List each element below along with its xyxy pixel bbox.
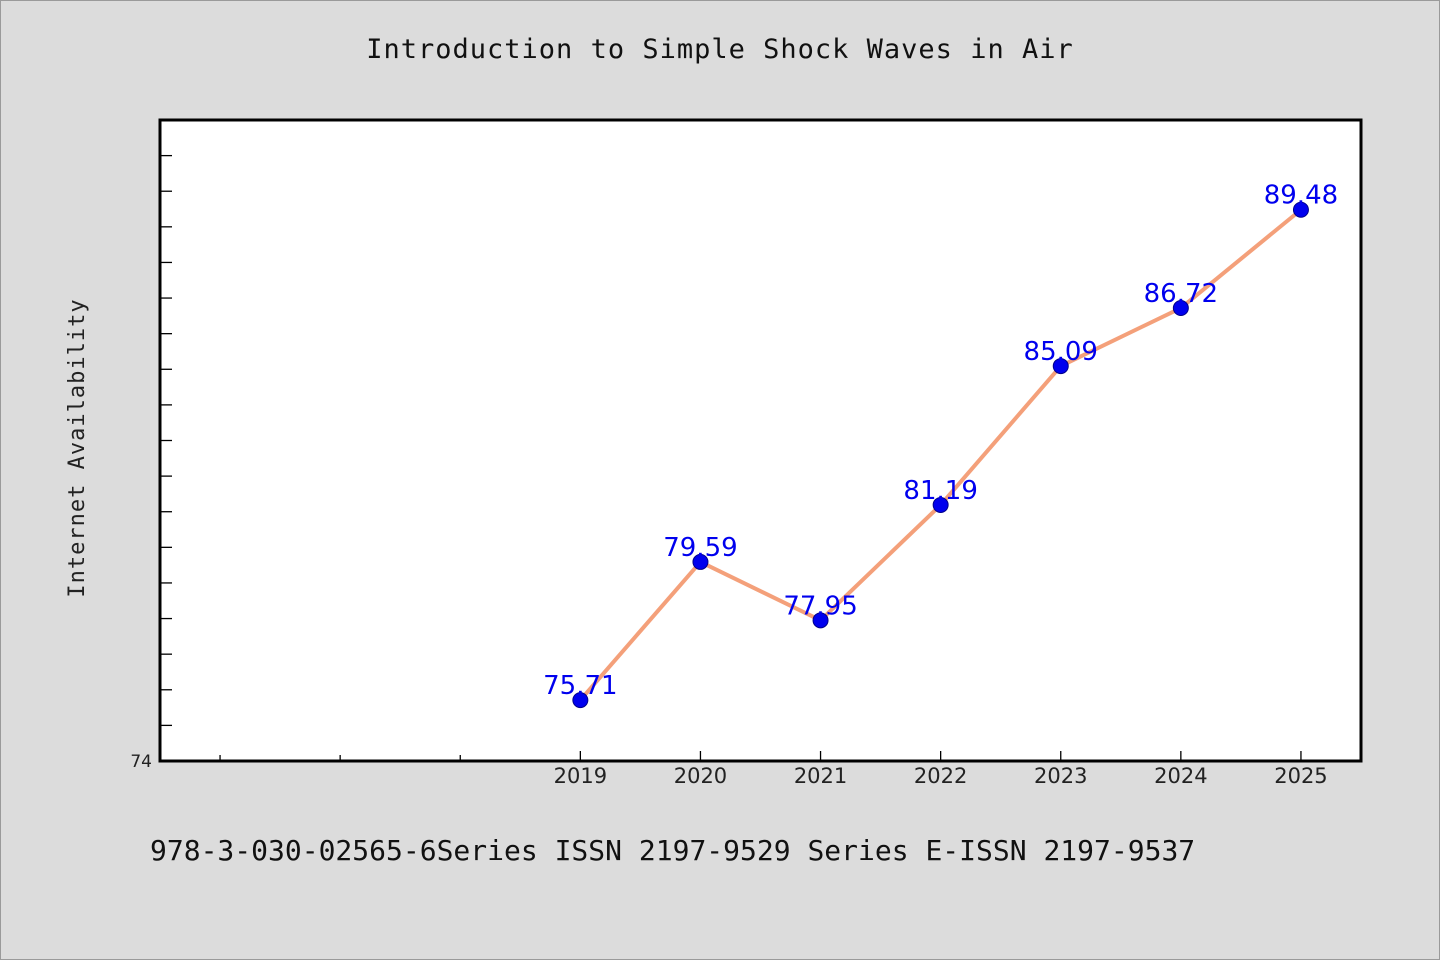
series-layer: 75.71 79.59 77.95 81.19 85.09 86.72 89.48 <box>543 181 1338 709</box>
data-label: 75.71 <box>543 671 617 701</box>
chart-title: Introduction to Simple Shock Waves in Ai… <box>366 34 1074 65</box>
data-label: 79.59 <box>663 533 737 563</box>
data-label: 85.09 <box>1024 337 1098 367</box>
data-label: 77.95 <box>783 591 857 621</box>
x-tick-label: 2019 <box>554 764 607 788</box>
footer-identifier-text: 978-3-030-02565-6Series ISSN 2197-9529 S… <box>150 834 1196 867</box>
data-point <box>572 692 589 709</box>
x-tick-label: 2020 <box>674 764 727 788</box>
data-point <box>692 553 709 570</box>
data-label: 86.72 <box>1144 279 1218 309</box>
y-axis-ticks: 74 <box>130 154 172 772</box>
data-point <box>1172 300 1189 317</box>
data-point <box>1052 358 1069 375</box>
x-tick-label: 2024 <box>1154 764 1207 788</box>
x-tick-label: 2023 <box>1034 764 1087 788</box>
x-tick-label: 2022 <box>914 764 967 788</box>
x-axis-ticks: 2019 2020 2021 2022 2023 2024 2025 <box>219 751 1328 788</box>
y-tick-label: 74 <box>130 752 152 772</box>
x-tick-label: 2025 <box>1274 764 1327 788</box>
data-point <box>1292 201 1309 218</box>
y-axis-label: Internet Availability <box>65 298 90 597</box>
x-tick-label: 2021 <box>794 764 847 788</box>
data-point <box>812 612 829 629</box>
data-label: 81.19 <box>903 476 977 506</box>
data-point <box>932 496 949 513</box>
plot-area <box>158 118 1363 763</box>
data-label: 89.48 <box>1264 181 1338 211</box>
